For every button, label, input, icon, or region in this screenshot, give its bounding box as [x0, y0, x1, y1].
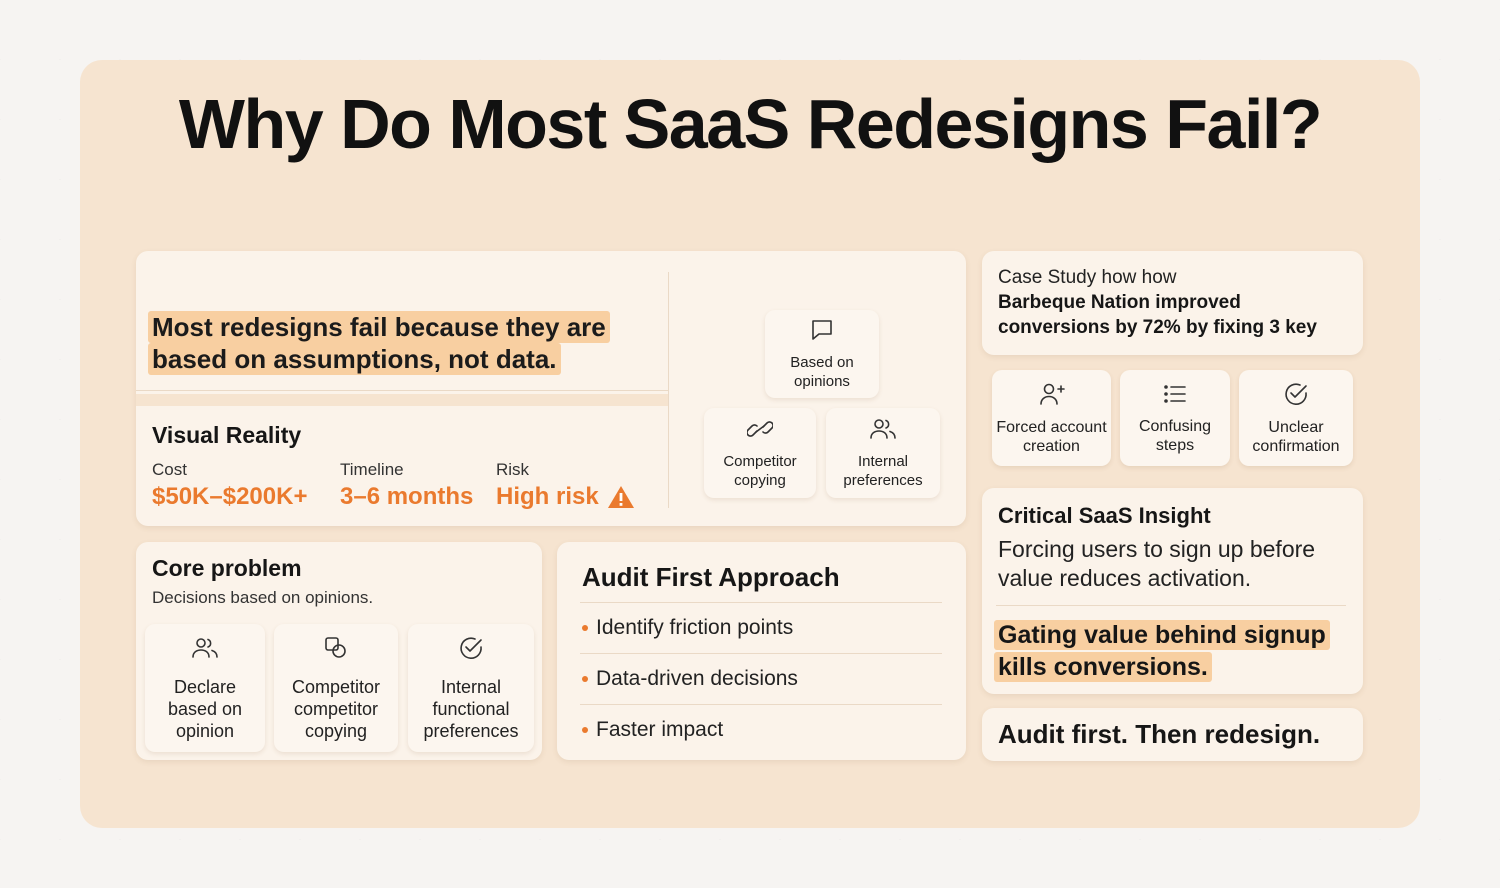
link-icon: [746, 417, 774, 446]
label-line: Competitor: [291, 676, 381, 697]
label-line: based on: [167, 698, 243, 719]
card-band: [136, 394, 668, 406]
audit-bullet-text: Data-driven decisions: [596, 667, 798, 690]
label-line: copying: [304, 720, 368, 741]
core-problem-heading: Core problem: [152, 555, 302, 581]
label-line: Forced account: [996, 418, 1107, 436]
audit-card: [557, 542, 966, 760]
case-study-card: [982, 251, 1363, 355]
case-study-intro: Case Study how how: [998, 267, 1177, 288]
label-line: steps: [1155, 436, 1195, 454]
warning-icon: [607, 484, 635, 510]
audit-bullet-text: Identify friction points: [596, 616, 794, 639]
metric-value: High risk: [496, 483, 599, 510]
label-line: opinions: [794, 372, 850, 390]
hero-statement-line2: based on assumptions, not data.: [148, 343, 561, 375]
core-problem-label: Declare based on opinion: [168, 676, 242, 742]
metric-label: Cost: [152, 460, 187, 479]
label-line: opinion: [175, 720, 235, 741]
case-study-bold-line: Barbeque Nation improved: [998, 292, 1241, 313]
label-line: Unclear: [1268, 418, 1324, 436]
check-circle-icon: [458, 635, 484, 666]
label-line: functional: [432, 698, 510, 719]
core-problem-item-internal: Internal functional preferences: [408, 624, 534, 752]
fix-label: Confusing steps: [1139, 417, 1211, 455]
fix-label: Unclear confirmation: [1252, 418, 1339, 456]
insight-body: Forcing users to sign up before value re…: [998, 535, 1315, 593]
opinion-source-competitor-copying: Competitor copying: [704, 408, 816, 498]
opinion-source-label: Competitor copying: [723, 452, 796, 490]
bullet-dot: [582, 625, 588, 631]
case-study-fix-unclear-confirmation: Unclear confirmation: [1239, 370, 1353, 466]
insight-body-line: Forcing users to sign up before: [998, 536, 1316, 562]
hero-statement-line1: Most redesigns fail because they are: [148, 311, 610, 343]
metric-value: $50K–$200K+: [152, 483, 308, 510]
card-divider-vertical: [668, 272, 669, 508]
core-problem-item-opinion: Declare based on opinion: [145, 624, 265, 752]
metric-cost: Cost $50K–$200K+: [152, 460, 307, 511]
insight-heading: Critical SaaS Insight: [998, 503, 1211, 528]
copy-icon: [323, 635, 349, 666]
check-circle-icon: [1283, 381, 1309, 412]
label-line: Declare: [173, 676, 236, 697]
core-problem-item-competitor: Competitor competitor copying: [274, 624, 398, 752]
case-study-fix-forced-account: Forced account creation: [992, 370, 1111, 466]
metric-risk: Risk High risk: [496, 460, 635, 511]
opinion-source-internal-preferences: Internal preferences: [826, 408, 940, 498]
page-title: Why Do Most SaaS Redesigns Fail?: [178, 85, 1323, 163]
label-line: Internal: [857, 452, 909, 470]
metric-label: Timeline: [340, 460, 404, 479]
label-line: preferences: [843, 471, 923, 489]
label-line: copying: [734, 471, 786, 489]
case-study-bold-line: conversions by 72% by fixing 3 key: [998, 317, 1317, 338]
fix-label: Forced account creation: [996, 418, 1106, 456]
bullet-dot: [582, 727, 588, 733]
insight-divider: [996, 605, 1346, 606]
list-icon: [1162, 382, 1188, 411]
audit-bullet: Identify friction points: [580, 602, 942, 653]
core-problem-label: Internal functional preferences: [423, 676, 518, 742]
label-line: Internal: [440, 676, 502, 697]
metric-risk-row: High risk: [496, 483, 635, 511]
core-problem-subheading: Decisions based on opinions.: [152, 588, 374, 607]
audit-bullet-list: Identify friction points Data-driven dec…: [580, 602, 942, 755]
users-icon: [869, 417, 897, 446]
insight-highlight: Gating value behind signup kills convers…: [994, 619, 1330, 683]
case-study-text: Case Study how how Barbeque Nation impro…: [998, 266, 1358, 340]
insight-highlight-line: kills conversions.: [994, 652, 1212, 682]
card-divider-horizontal: [136, 390, 668, 391]
label-line: confirmation: [1252, 437, 1340, 455]
cta-card: [982, 708, 1363, 761]
label-line: Based on: [790, 353, 854, 371]
metric-timeline: Timeline 3–6 months: [340, 460, 473, 511]
user-plus-icon: [1038, 381, 1066, 412]
hero-statement: Most redesigns fail because they are bas…: [148, 311, 610, 375]
label-line: preferences: [423, 720, 519, 741]
audit-heading: Audit First Approach: [582, 562, 840, 592]
users-icon: [191, 635, 219, 666]
audit-bullet-text: Faster impact: [596, 718, 724, 741]
audit-bullet: Faster impact: [580, 704, 942, 755]
insight-body-line: value reduces activation.: [998, 565, 1252, 591]
opinion-source-label: Based on opinions: [790, 353, 853, 391]
metric-value: 3–6 months: [340, 483, 474, 510]
label-line: Confusing: [1138, 417, 1212, 435]
label-line: creation: [1023, 437, 1080, 455]
core-problem-label: Competitor competitor copying: [292, 676, 380, 742]
visual-reality-heading: Visual Reality: [152, 422, 302, 448]
cta-text: Audit first. Then redesign.: [998, 719, 1321, 749]
label-line: Competitor: [723, 452, 797, 470]
chat-bubble-icon: [809, 318, 835, 347]
audit-bullet: Data-driven decisions: [580, 653, 942, 704]
label-line: competitor: [293, 698, 379, 719]
bullet-dot: [582, 676, 588, 682]
case-study-fix-confusing-steps: Confusing steps: [1120, 370, 1230, 466]
metric-label: Risk: [496, 460, 530, 479]
opinion-source-based-on-opinions: Based on opinions: [765, 310, 879, 398]
opinion-source-label: Internal preferences: [843, 452, 922, 490]
insight-highlight-line: Gating value behind signup: [994, 620, 1330, 650]
